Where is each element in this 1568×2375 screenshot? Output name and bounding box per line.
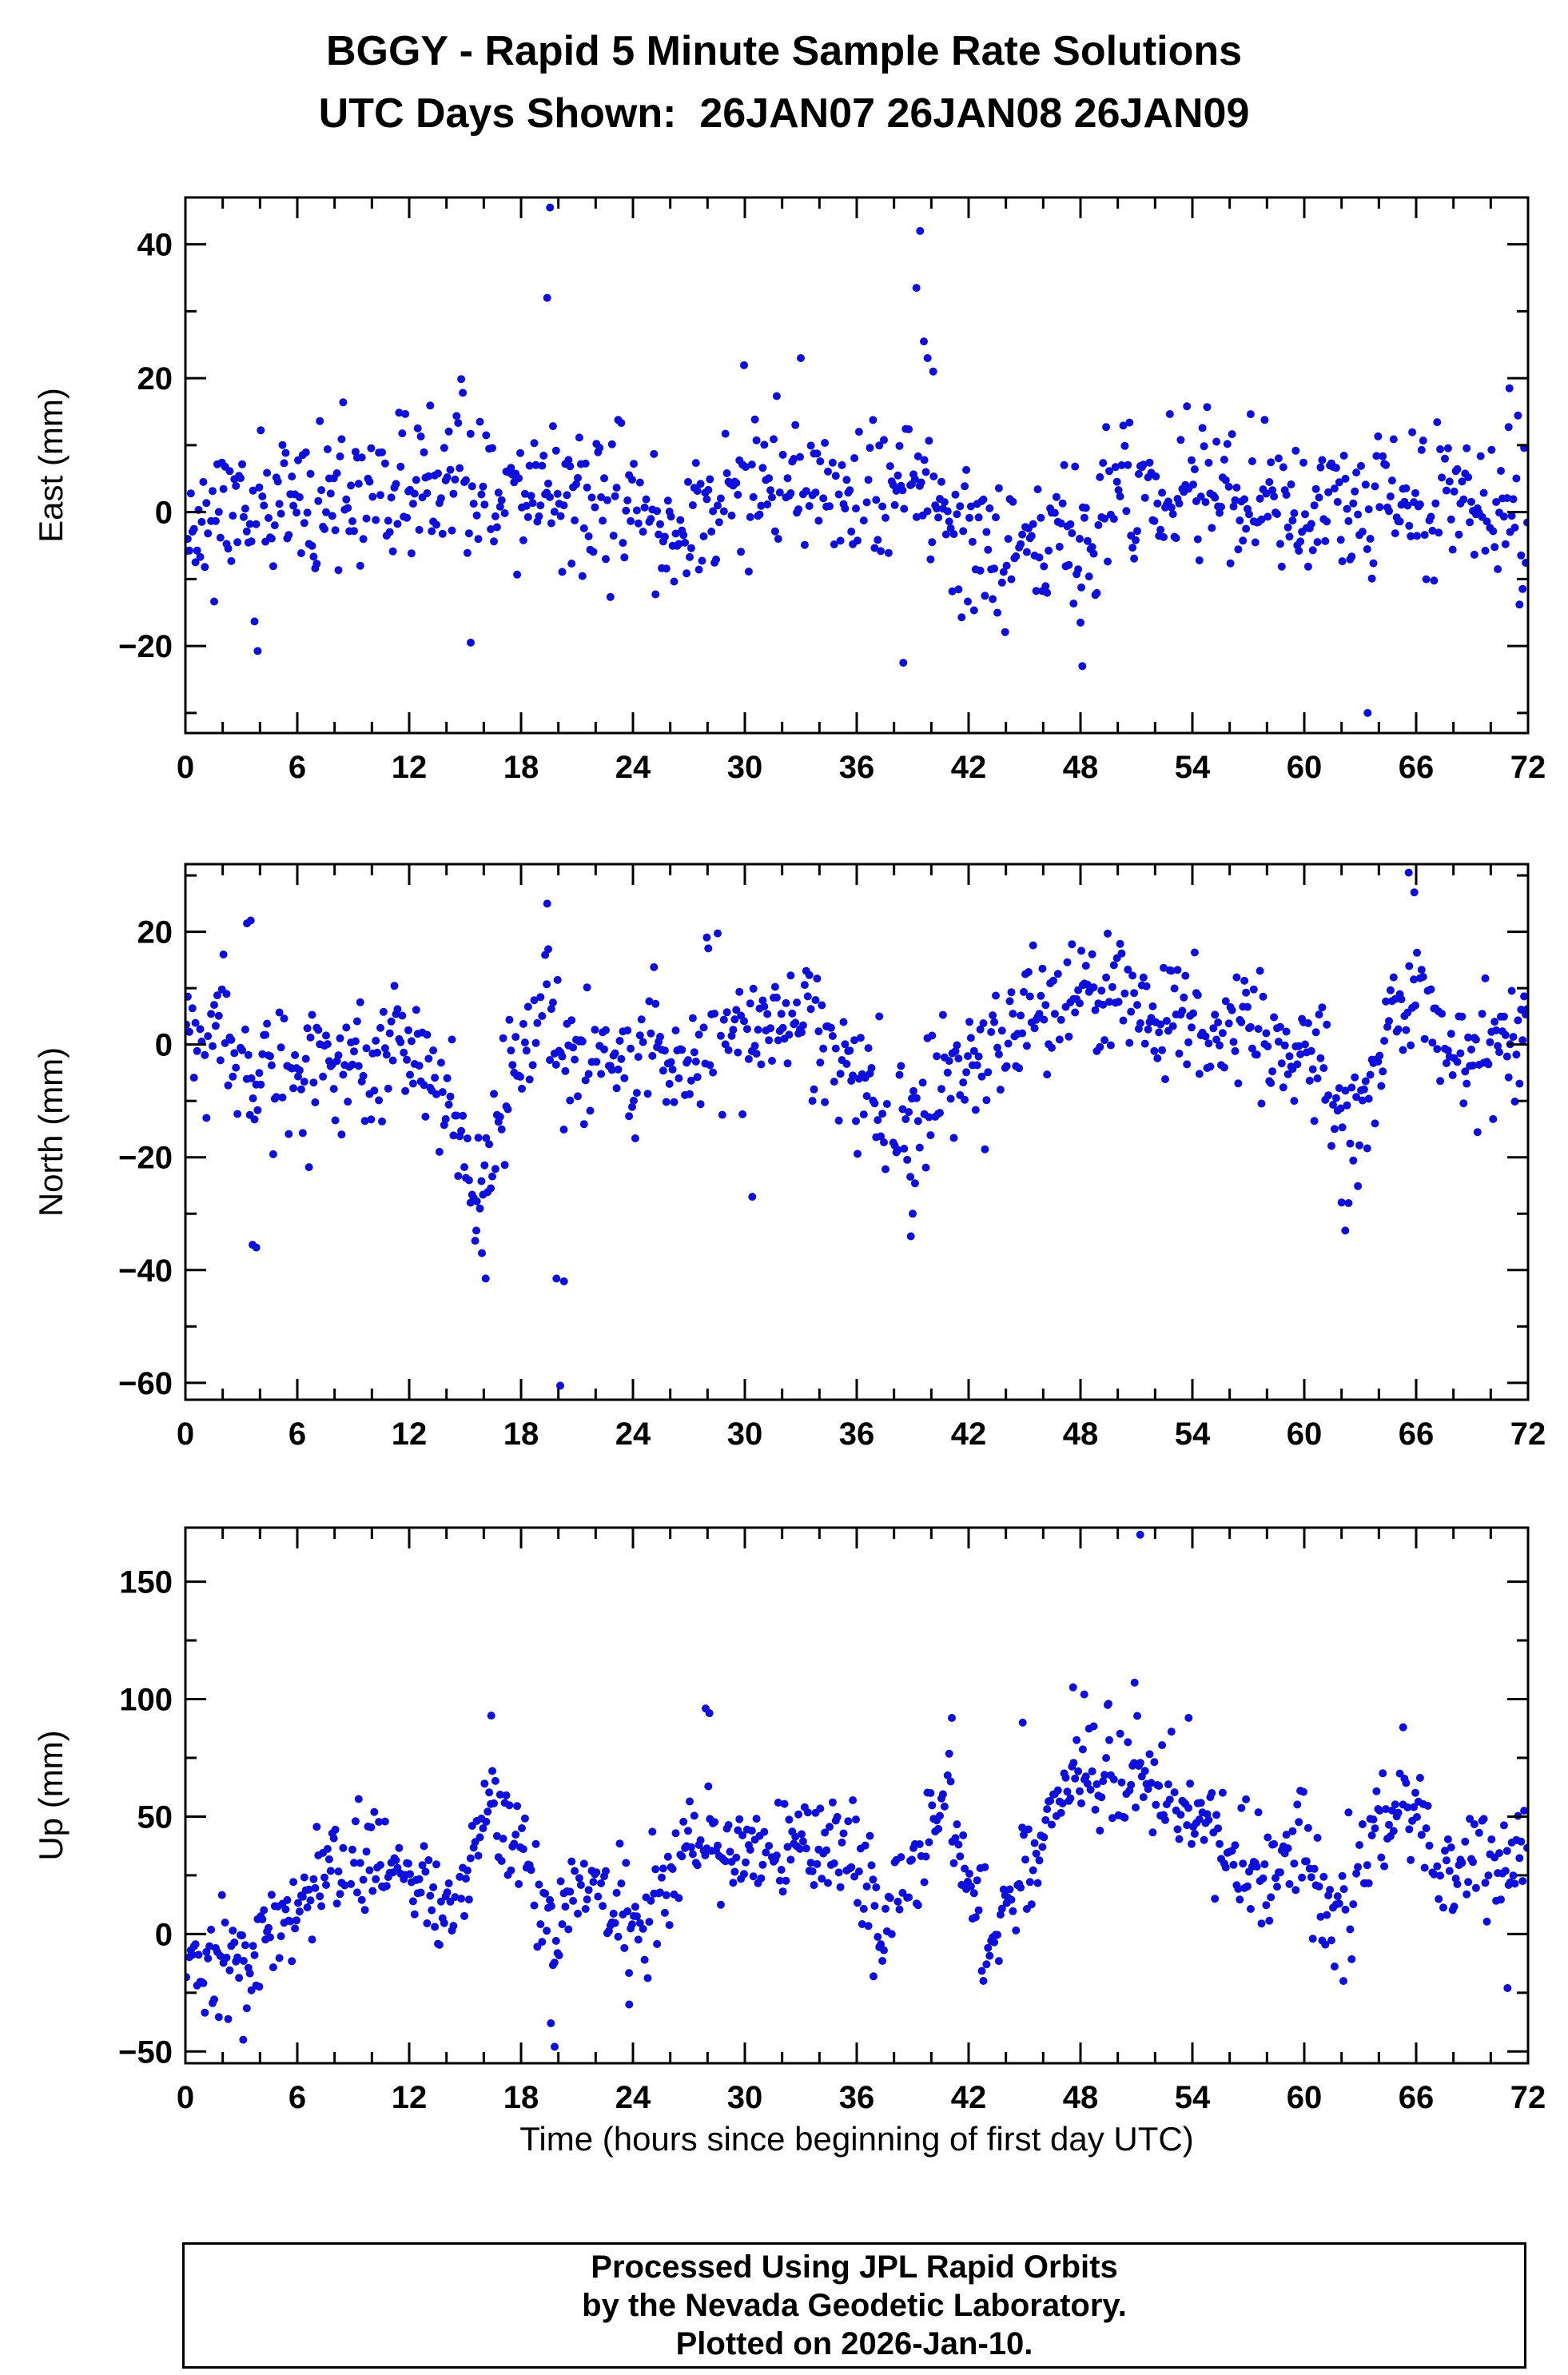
svg-text:60: 60 [1287,2080,1323,2115]
svg-text:30: 30 [727,750,763,785]
scatter-points-group [185,1700,1528,2023]
svg-text:66: 66 [1399,1417,1435,1452]
y-axis-title-up: Up (mm) [32,1730,70,1861]
x-axis-title: Time (hours since beginning of first day… [519,2120,1194,2158]
svg-text:30: 30 [727,1417,763,1452]
svg-text:40: 40 [137,228,173,263]
footer-line-1: Processed Using JPL Rapid Orbits [591,2249,1118,2285]
footer-line-2: by the Nevada Geodetic Laboratory. [582,2288,1127,2323]
svg-text:−60: −60 [118,1366,173,1401]
svg-text:0: 0 [177,750,194,785]
scatter-outliers-group [467,203,1514,717]
svg-text:−40: −40 [118,1253,173,1289]
svg-text:−20: −20 [118,1141,173,1176]
svg-text:150: 150 [119,1565,173,1600]
svg-text:18: 18 [503,2080,539,2115]
svg-text:30: 30 [727,2080,763,2115]
svg-text:48: 48 [1063,750,1099,785]
svg-text:54: 54 [1175,2080,1211,2115]
plot-frame [184,1526,1530,2065]
footer-line-3: Plotted on 2026-Jan-10. [675,2326,1033,2361]
ticks-group [184,197,1530,733]
svg-text:72: 72 [1510,1417,1546,1452]
svg-text:6: 6 [289,750,306,785]
svg-text:24: 24 [615,1417,651,1452]
scatter-outliers-group [239,1530,1512,2051]
svg-text:54: 54 [1175,750,1211,785]
svg-text:48: 48 [1063,1417,1099,1452]
svg-text:66: 66 [1399,750,1435,785]
svg-text:72: 72 [1510,2080,1546,2115]
svg-text:−50: −50 [118,2034,173,2070]
svg-text:6: 6 [289,2080,306,2115]
svg-text:36: 36 [839,1417,875,1452]
svg-text:12: 12 [392,750,428,785]
svg-text:−20: −20 [118,629,173,664]
page-title: BGGY - Rapid 5 Minute Sample Rate Soluti… [325,28,1243,74]
svg-text:0: 0 [155,1028,173,1063]
svg-text:36: 36 [839,750,875,785]
chart-panel-north: 0 6 12 18 24 30 36 42 48 54 60 66 72 −60 −40 −20 0 20 [118,863,1546,1452]
scatter-outliers-group [243,868,1419,1390]
svg-text:12: 12 [392,1417,428,1452]
svg-text:36: 36 [839,2080,875,2115]
svg-text:0: 0 [155,1917,173,1952]
svg-text:100: 100 [119,1683,173,1718]
chart-panel-east: 0 6 12 18 24 30 36 42 48 54 60 66 72 −20 0 20 40 [118,196,1546,785]
scatter-points-group [185,929,1528,1245]
svg-text:24: 24 [615,750,651,785]
svg-text:60: 60 [1287,1417,1323,1452]
ticks-group [184,864,1530,1400]
svg-text:0: 0 [155,496,173,531]
footer-box: Processed Using JPL Rapid Orbits by the … [182,2242,1526,2369]
y-axis-title-east: East (mm) [32,388,70,543]
svg-text:6: 6 [289,1417,306,1452]
svg-text:0: 0 [177,2080,194,2115]
svg-text:18: 18 [503,1417,539,1452]
ticks-group [184,1528,1530,2063]
tick-labels-group: 0 6 12 18 24 30 36 42 48 54 60 66 72 −60 −40 −20 0 20 [118,915,1546,1452]
svg-text:72: 72 [1510,750,1546,785]
svg-text:48: 48 [1063,2080,1099,2115]
svg-text:24: 24 [615,2080,651,2115]
page-subtitle: UTC Days Shown: 26JAN07 26JAN08 26JAN09 [318,90,1250,137]
tick-labels-group: 0 6 12 18 24 30 36 42 48 54 60 66 72 −20 0 20 40 [118,228,1546,785]
svg-text:50: 50 [137,1799,173,1835]
svg-text:20: 20 [137,915,173,950]
svg-text:54: 54 [1175,1417,1211,1452]
svg-text:20: 20 [137,361,173,396]
svg-text:66: 66 [1399,2080,1435,2115]
svg-text:60: 60 [1287,750,1323,785]
svg-text:42: 42 [951,1417,987,1452]
svg-text:0: 0 [177,1417,194,1452]
svg-text:18: 18 [503,750,539,785]
scatter-points-group [185,361,1528,656]
svg-text:12: 12 [392,2080,428,2115]
svg-text:42: 42 [951,2080,987,2115]
y-axis-title-north: North (mm) [32,1046,70,1217]
plot-frame [184,863,1530,1401]
svg-text:42: 42 [951,750,987,785]
